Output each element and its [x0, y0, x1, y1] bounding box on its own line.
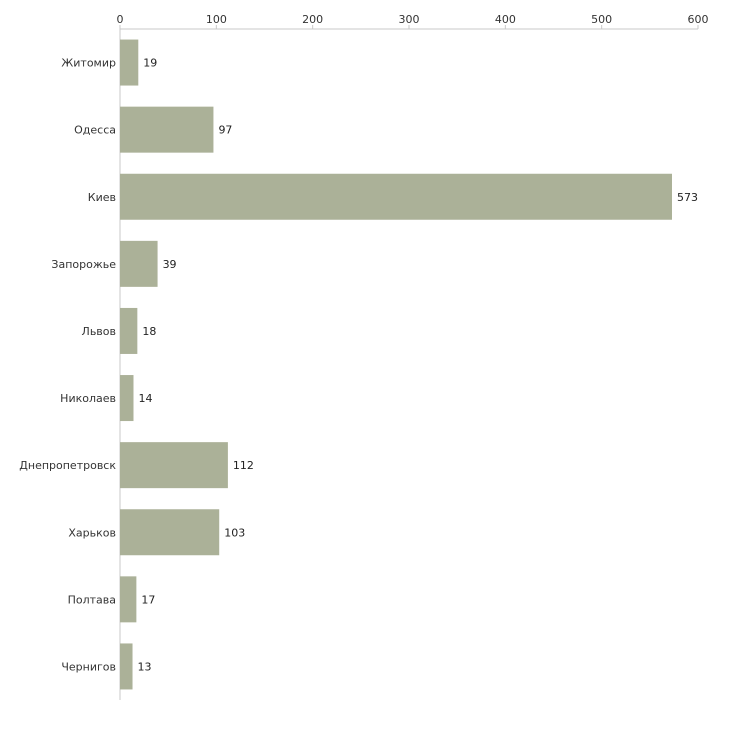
- x-tick-label: 500: [591, 13, 612, 26]
- category-label: Харьков: [68, 526, 116, 539]
- bar-value-label: 103: [224, 526, 245, 539]
- category-label: Львов: [82, 325, 116, 338]
- bar-value-label: 39: [163, 258, 177, 271]
- bar: [120, 509, 220, 556]
- bars: [120, 39, 672, 690]
- category-labels: Житомир Одесса Киев Запорожье Львов Николаев Д…: [19, 57, 116, 674]
- bar: [120, 173, 672, 220]
- bar-value-label: 17: [141, 593, 155, 606]
- category-label: Полтава: [68, 593, 116, 606]
- category-label: Запорожье: [51, 258, 116, 271]
- category-label: Днепропетровск: [19, 459, 116, 472]
- x-tick-label: 0: [117, 13, 124, 26]
- bar: [120, 576, 137, 623]
- category-label: Николаев: [60, 392, 116, 405]
- bar: [120, 39, 139, 86]
- bar: [120, 106, 214, 153]
- x-tick-label: 200: [302, 13, 323, 26]
- bar-value-label: 14: [138, 392, 152, 405]
- bar: [120, 643, 133, 690]
- value-labels: 19 97 573 39 18 14 112 103 17 13: [138, 57, 698, 674]
- bar: [120, 240, 158, 287]
- x-tick-label: 600: [688, 13, 709, 26]
- bar: [120, 442, 228, 489]
- category-label: Житомир: [61, 57, 116, 70]
- bar: [120, 307, 138, 354]
- bar-value-label: 573: [677, 191, 698, 204]
- category-label: Одесса: [74, 124, 116, 137]
- category-label: Чернигов: [61, 660, 116, 673]
- bar-value-label: 19: [143, 57, 157, 70]
- bar-value-label: 112: [233, 459, 254, 472]
- bar-value-label: 13: [138, 660, 152, 673]
- x-tick-label: 300: [399, 13, 420, 26]
- category-label: Киев: [88, 191, 116, 204]
- bar-value-label: 97: [218, 124, 232, 137]
- bar: [120, 375, 134, 422]
- x-tick-label: 100: [206, 13, 227, 26]
- bar-value-label: 18: [142, 325, 156, 338]
- x-tick-label: 400: [495, 13, 516, 26]
